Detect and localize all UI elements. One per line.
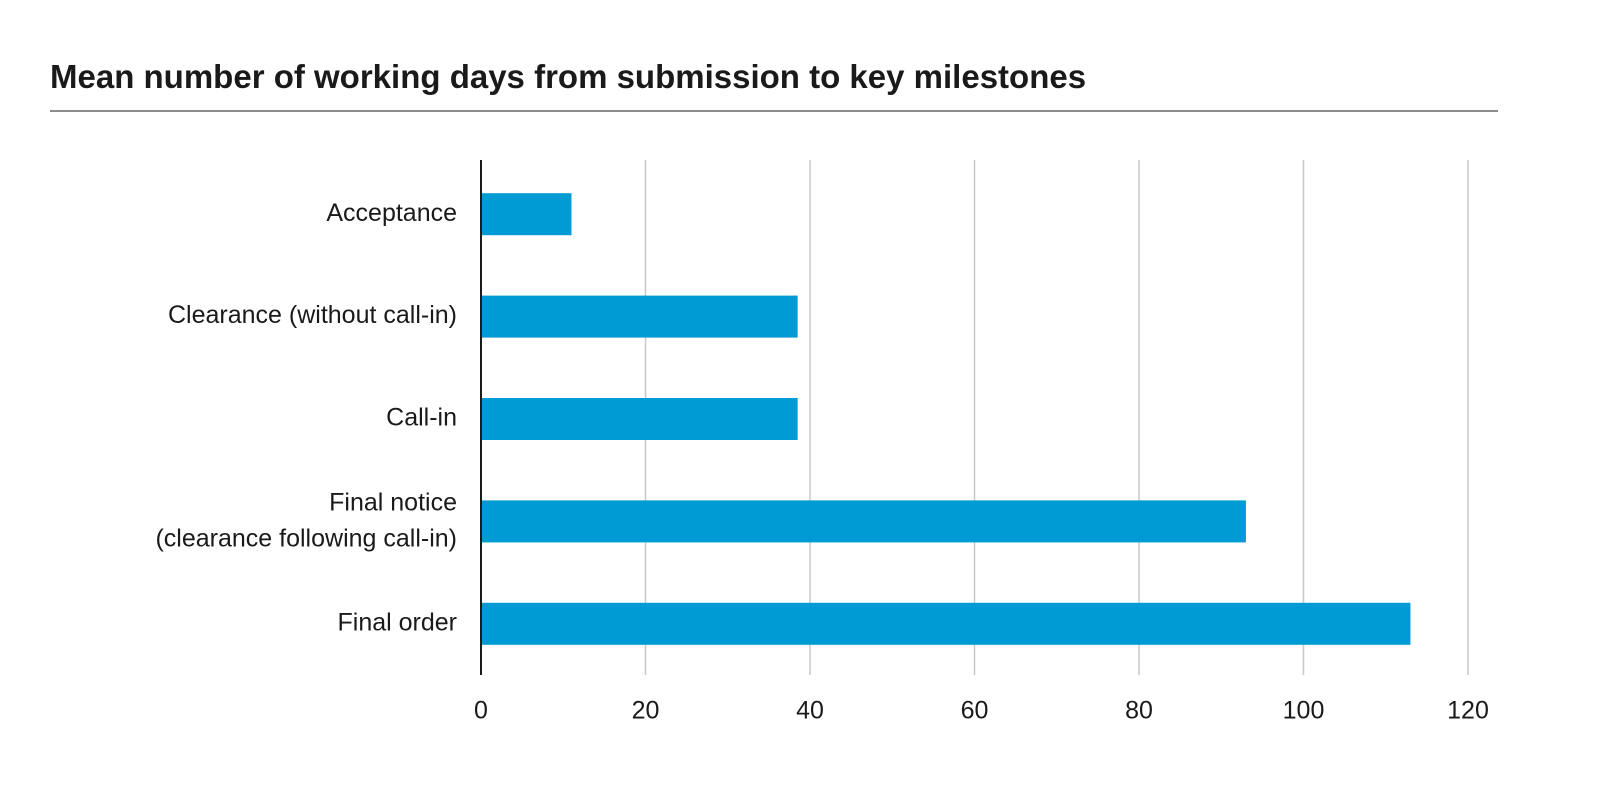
bar bbox=[481, 602, 1411, 645]
x-tick-label: 0 bbox=[474, 697, 488, 725]
x-tick-label: 120 bbox=[1447, 697, 1489, 725]
y-tick-label: Final order bbox=[338, 608, 458, 636]
bar bbox=[481, 500, 1246, 543]
bar bbox=[481, 398, 798, 440]
y-tick-label: Final notice (clearance following call-in… bbox=[155, 488, 457, 552]
y-tick-label: Call-in bbox=[386, 404, 457, 432]
y-tick-label: Clearance (without call-in) bbox=[168, 301, 457, 329]
x-tick-label: 60 bbox=[961, 697, 989, 725]
y-tick-label: Acceptance bbox=[326, 199, 457, 227]
chart-title: Mean number of working days from submiss… bbox=[50, 58, 1086, 95]
x-tick-label: 40 bbox=[796, 697, 824, 725]
bar bbox=[481, 295, 798, 338]
x-tick-label: 20 bbox=[632, 697, 660, 725]
x-tick-label: 80 bbox=[1125, 697, 1153, 725]
bar bbox=[481, 193, 572, 236]
x-tick-label: 100 bbox=[1283, 697, 1325, 725]
